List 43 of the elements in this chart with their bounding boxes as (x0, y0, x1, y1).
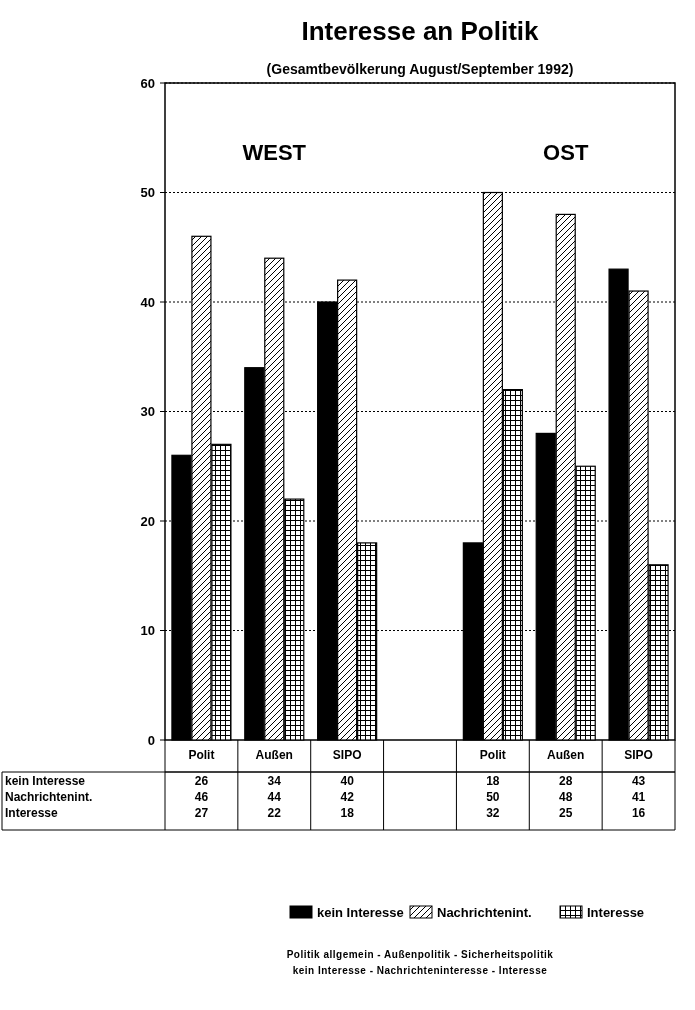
data-label: 32 (486, 806, 500, 820)
data-label: 25 (559, 806, 573, 820)
y-tick-label: 20 (140, 513, 155, 529)
x-tick-label: Polit (188, 748, 215, 762)
data-label: 28 (559, 774, 573, 788)
legend-label: Nachrichtenint. (437, 905, 532, 920)
data-label: 42 (340, 790, 355, 804)
data-label: 18 (486, 774, 500, 788)
y-tick-label: 0 (147, 732, 155, 748)
y-tick-label: 60 (140, 75, 155, 91)
x-tick-label: SIPO (332, 748, 362, 762)
data-label: 44 (267, 790, 282, 804)
x-tick-label: Polit (479, 748, 506, 762)
data-label: 16 (631, 806, 646, 820)
legend-label: Interesse (587, 905, 645, 920)
data-label: 43 (631, 774, 646, 788)
data-label: 18 (340, 806, 355, 820)
legend-label: kein Interesse (317, 905, 404, 920)
chart-subtitle: (Gesamtbevölkerung August/September 1992) (266, 61, 574, 77)
text: Nachrichtenint. (5, 790, 93, 804)
data-label: 46 (194, 790, 209, 804)
annotation: WEST (242, 139, 307, 165)
data-label: 41 (631, 790, 646, 804)
y-tick-label: 50 (140, 185, 155, 201)
text: Interesse (5, 806, 58, 820)
chart-title: Interesse an Politik (301, 16, 540, 46)
data-label: 40 (340, 774, 355, 788)
text: Politik allgemein - Außenpolitik - Sicherheitspolitik (286, 949, 554, 960)
data-label: 27 (194, 806, 209, 820)
data-label: 26 (194, 774, 209, 788)
x-tick-label: Außen (255, 748, 293, 762)
data-label: 48 (559, 790, 573, 804)
text: kein Interesse (5, 774, 86, 788)
y-tick-label: 40 (140, 294, 155, 310)
x-tick-label: SIPO (624, 748, 653, 762)
y-tick-label: 30 (140, 404, 155, 420)
data-label: 22 (267, 806, 282, 820)
text: kein Interesse - Nachrichteninteresse - Interesse (292, 965, 548, 976)
y-tick-label: 10 (140, 623, 155, 639)
data-label: 50 (486, 790, 500, 804)
data-label: 34 (267, 774, 282, 788)
x-tick-label: Außen (547, 748, 585, 762)
annotation: OST (543, 139, 589, 165)
